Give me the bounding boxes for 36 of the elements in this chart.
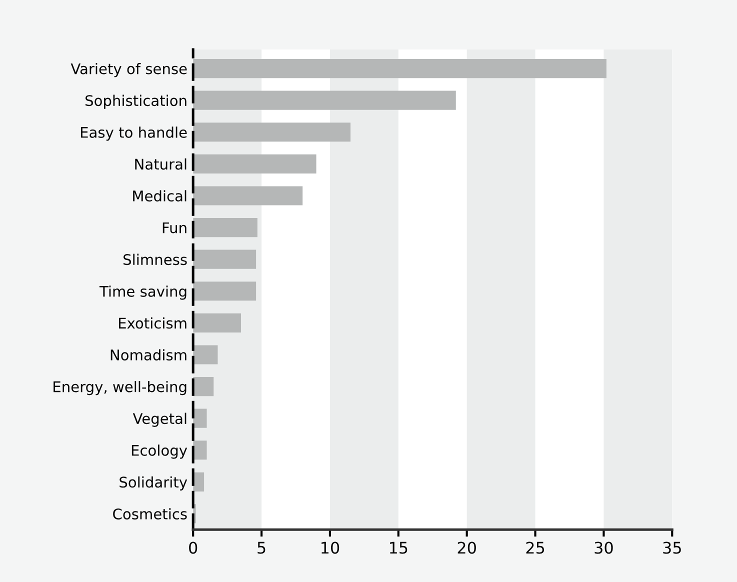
bar	[193, 282, 256, 301]
x-tick-label: 0	[189, 542, 198, 554]
bar	[193, 186, 303, 206]
y-tick-label: Nomadism	[110, 349, 186, 360]
y-tick-label: Solidarity	[120, 476, 188, 490]
y-tick-label: Fun	[162, 222, 186, 234]
y-tick-label: Vegetal	[132, 412, 186, 427]
bar	[193, 440, 207, 460]
y-tick-label: Cosmetics	[113, 508, 187, 520]
x-tick-label: 25	[526, 542, 544, 554]
bar	[193, 122, 350, 142]
bar	[193, 154, 316, 174]
y-tick-label: Exoticism	[119, 317, 186, 329]
y-tick-label: Easy to handle	[80, 126, 187, 141]
y-tick-label: Sophistication	[86, 94, 186, 109]
y-tick-label: Slimness	[124, 254, 187, 266]
y-tick-label: Medical	[133, 190, 186, 202]
bar	[193, 408, 207, 428]
y-tick-label: Variety of sense	[70, 63, 187, 78]
y-tick-label: Natural	[135, 158, 186, 170]
y-tick-label: Ecology	[132, 444, 188, 459]
x-tick-label: 10	[322, 542, 340, 554]
bar	[193, 90, 456, 110]
x-tick-label: 5	[258, 542, 266, 554]
bar	[193, 345, 218, 364]
bar	[193, 218, 258, 238]
x-tick-label: 30	[594, 542, 613, 554]
x-tick-label: 35	[663, 542, 681, 554]
x-tick-label: 15	[390, 542, 408, 554]
bar	[193, 59, 606, 78]
y-tick-label: Energy, well-being	[54, 380, 186, 396]
y-tick-label: Time saving	[99, 286, 186, 300]
bar	[193, 313, 241, 332]
bar	[193, 250, 256, 269]
bar	[193, 376, 214, 396]
x-tick-label: 20	[458, 542, 476, 554]
